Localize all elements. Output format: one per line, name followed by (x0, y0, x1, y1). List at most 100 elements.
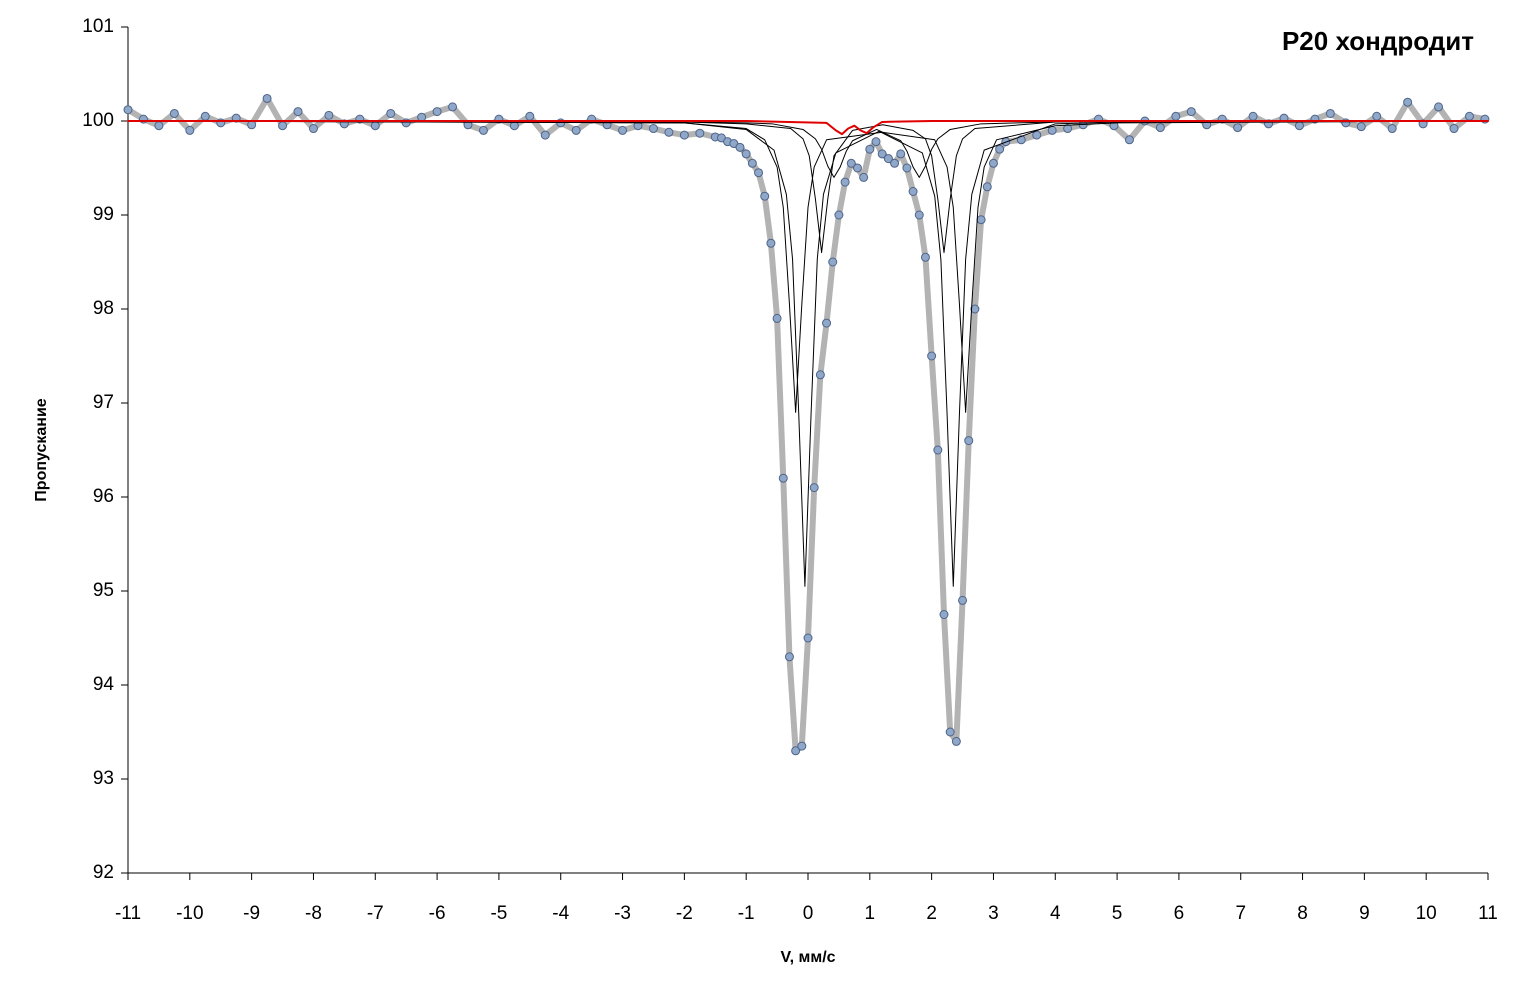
data-point (386, 108, 396, 118)
x-tick-label: 8 (1297, 903, 1308, 924)
data-point (618, 125, 628, 135)
x-tick-label: 3 (988, 903, 999, 924)
data-point (741, 149, 751, 159)
x-tick-label: -10 (176, 903, 203, 924)
data-point (778, 473, 788, 483)
data-point (1403, 97, 1413, 107)
y-tick-label: 93 (93, 768, 114, 789)
data-point (859, 172, 869, 182)
y-tick-label: 99 (93, 204, 114, 225)
x-tick-label: 4 (1050, 903, 1061, 924)
fit-line (127, 120, 1489, 587)
x-tick-label: 2 (926, 903, 937, 924)
data-point (123, 105, 133, 115)
data-point (1063, 124, 1073, 134)
data-point (766, 238, 776, 248)
data-point (809, 483, 819, 493)
x-tick-label: 1 (865, 903, 876, 924)
x-tick-label: 10 (1416, 903, 1437, 924)
x-tick-label: -4 (552, 903, 569, 924)
data-point (169, 108, 179, 118)
data-point (760, 191, 770, 201)
data-point (154, 121, 164, 131)
data-point (964, 436, 974, 446)
data-point (278, 121, 288, 131)
data-point (908, 187, 918, 196)
data-point (890, 158, 900, 168)
y-axis-label: Пропускание (33, 398, 50, 502)
data-point (822, 318, 832, 328)
data-point (797, 741, 807, 751)
data-point (735, 142, 745, 152)
x-tick-label: 7 (1235, 903, 1246, 924)
fit-line (127, 120, 1489, 254)
x-tick-label: -2 (676, 903, 693, 924)
y-tick-label: 101 (82, 16, 114, 37)
y-tick-label: 100 (82, 110, 114, 131)
data-point (846, 158, 856, 168)
data-point (1032, 130, 1042, 140)
x-tick-label: -9 (243, 903, 260, 924)
x-axis-label: V, мм/с (780, 949, 835, 966)
data-point (995, 144, 1005, 154)
data-point (185, 125, 195, 135)
data-point (1155, 123, 1165, 133)
data-point (1449, 124, 1459, 134)
data-point (478, 125, 488, 135)
data-point (1372, 111, 1382, 121)
data-point (933, 445, 943, 455)
data-point (939, 610, 949, 619)
data-point (877, 149, 887, 159)
x-tick-label: -11 (115, 903, 141, 924)
data-point (920, 252, 930, 262)
data-point (571, 125, 581, 135)
x-tick-label: 9 (1359, 903, 1370, 924)
data-point (988, 158, 998, 168)
data-point (540, 130, 550, 140)
data-point (815, 370, 825, 380)
x-tick-label: 0 (803, 903, 814, 924)
x-tick-label: -6 (429, 903, 446, 924)
x-tick-label: 11 (1478, 903, 1498, 924)
data-point (914, 210, 924, 220)
data-point (1464, 111, 1474, 121)
data-point (293, 107, 303, 117)
data-point (902, 163, 912, 173)
data-point (976, 215, 986, 225)
data-point (828, 257, 838, 267)
x-tick-label: 5 (1112, 903, 1123, 924)
x-tick-label: -8 (305, 903, 322, 924)
x-tick-label: -7 (367, 903, 384, 924)
data-point (1186, 107, 1196, 117)
chart-title: P20 хондродит (1282, 26, 1474, 56)
data-point (324, 110, 334, 120)
data-point (1233, 123, 1243, 133)
data-point (262, 93, 272, 103)
x-tick-label: 6 (1174, 903, 1185, 924)
data-point (648, 124, 658, 134)
fit-line (127, 120, 1489, 136)
data-point (803, 633, 813, 643)
data-point (200, 111, 210, 121)
data-point (951, 736, 961, 746)
data-point (1387, 124, 1397, 134)
y-tick-label: 95 (93, 580, 114, 601)
data-point (664, 127, 674, 137)
data-point (432, 107, 442, 117)
data-point (525, 111, 535, 121)
y-tick-label: 98 (93, 298, 114, 319)
data-point (852, 163, 862, 173)
data-point (784, 652, 794, 662)
data-point (834, 210, 844, 220)
data-point (754, 168, 764, 178)
x-tick-label: -1 (738, 903, 755, 924)
data-point (840, 177, 850, 187)
data-point (871, 137, 881, 147)
data-point (1356, 122, 1366, 132)
y-tick-label: 97 (93, 392, 114, 413)
data-point (1171, 111, 1181, 121)
data-point (679, 130, 689, 140)
x-tick-label: -3 (614, 903, 631, 924)
